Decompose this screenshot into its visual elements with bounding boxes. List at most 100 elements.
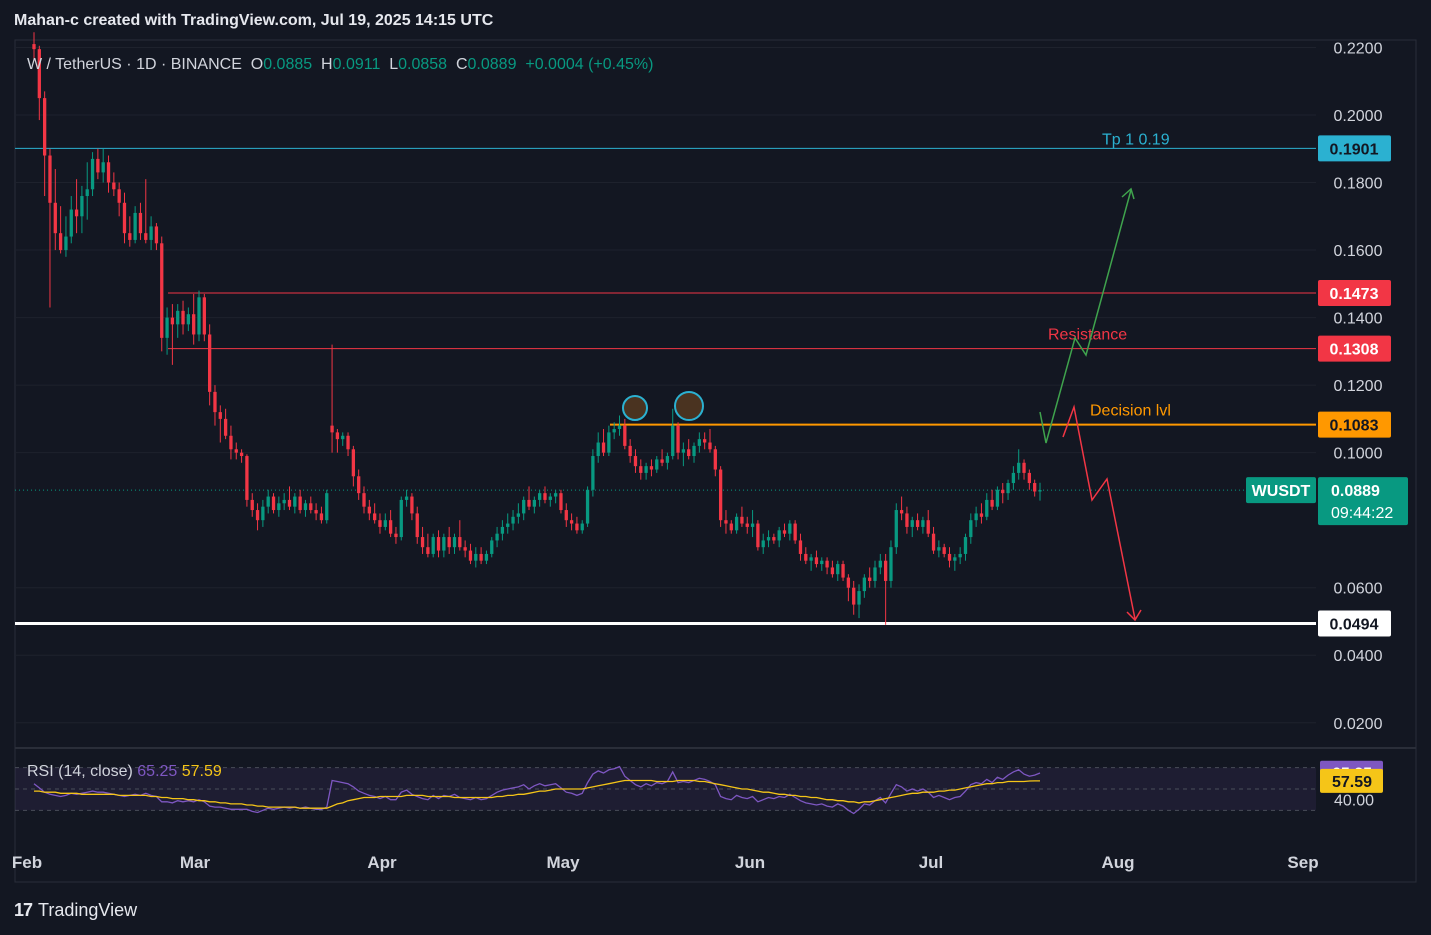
grid — [15, 46, 1316, 724]
candle — [223, 408, 228, 440]
candle-body — [841, 564, 845, 578]
candle-body — [708, 442, 712, 450]
candle-body — [309, 503, 313, 511]
candle-body — [431, 537, 435, 554]
candle-body — [362, 493, 366, 507]
candle — [575, 516, 579, 534]
candle-body — [985, 499, 989, 517]
candle-body — [830, 567, 835, 575]
candle — [112, 172, 116, 197]
footer: 17 TradingView — [14, 897, 137, 923]
candle — [995, 486, 1000, 511]
decision-tag: 0.1083 — [1330, 418, 1379, 435]
candle — [607, 425, 611, 457]
candle — [144, 179, 148, 244]
candle — [511, 510, 515, 531]
price-axis[interactable]: 0.2200 0.2000 0.1800 0.1600 0.1400 0.1200 0.10… — [1246, 40, 1408, 810]
candle — [585, 486, 590, 527]
legend-part: 0.0858 — [398, 56, 456, 73]
candle-body — [447, 537, 451, 548]
candle-body — [37, 49, 41, 99]
candle-body — [484, 553, 489, 561]
candle — [596, 432, 600, 463]
time-axis[interactable]: Feb Mar Apr May Jun Jul Aug Sep — [12, 853, 1319, 872]
candle-body — [617, 425, 622, 430]
resistance-top-tag-bg — [1318, 279, 1391, 306]
candle-body — [649, 466, 654, 470]
bullish-arrowhead — [1121, 187, 1135, 200]
candle — [841, 560, 845, 581]
candle — [458, 520, 462, 551]
candle — [490, 537, 494, 558]
candle-body — [681, 449, 686, 453]
candle — [160, 236, 164, 352]
candle — [846, 574, 851, 602]
candle — [1006, 479, 1010, 500]
candle — [649, 459, 654, 477]
resistance-note: Resistance — [1048, 327, 1127, 344]
candle-body — [287, 499, 292, 507]
candle-body — [745, 523, 749, 527]
candle — [947, 547, 952, 568]
time-tick-sep: Sep — [1287, 853, 1318, 872]
candle-body — [868, 577, 872, 581]
candle-body — [548, 496, 552, 500]
candle-body — [644, 466, 648, 473]
candle-body — [974, 513, 978, 521]
rsi-ma-tag: 57.59 — [1332, 774, 1372, 791]
candle-body — [1006, 483, 1010, 494]
candle — [905, 506, 909, 534]
candle — [287, 486, 292, 511]
bearish-path — [1062, 404, 1136, 620]
candle — [245, 454, 249, 507]
candle — [388, 510, 393, 538]
candle-body — [894, 510, 898, 548]
candle — [532, 496, 536, 514]
candle — [85, 162, 89, 220]
candle — [367, 499, 371, 521]
rsi-legend: RSI (14, close) 65.25 57.59 — [27, 763, 222, 780]
candle-body — [639, 466, 643, 473]
candle-body — [633, 456, 638, 467]
candle — [351, 445, 356, 487]
candle — [878, 553, 882, 575]
last-price-bg — [1318, 477, 1408, 526]
candle — [309, 496, 313, 514]
legend-part: W / TetherUS · 1D · BINANCE — [27, 56, 251, 73]
candle — [665, 452, 670, 470]
candle-body — [415, 513, 419, 538]
candle-body — [239, 452, 244, 457]
candle — [255, 503, 260, 531]
drawings[interactable] — [622, 187, 1142, 622]
rsi-tick: 40.00 — [1334, 793, 1374, 810]
time-tick-apr: Apr — [367, 853, 397, 872]
candle — [1011, 466, 1016, 490]
candle-body — [963, 537, 968, 554]
candle — [170, 304, 175, 365]
candle — [74, 179, 79, 234]
candle — [660, 449, 664, 467]
candle-body — [798, 540, 803, 554]
candle — [186, 307, 191, 332]
decision-tag-bg — [1318, 411, 1391, 438]
rsi-pane[interactable]: RSI (14, close) 65.25 57.59 — [15, 747, 1416, 815]
candle — [122, 192, 127, 244]
candle-body — [1033, 483, 1037, 492]
candle — [692, 442, 696, 463]
candle-body — [383, 520, 387, 527]
candle — [128, 216, 132, 247]
candle — [138, 202, 143, 240]
candle — [724, 510, 728, 534]
candle-body — [697, 439, 701, 446]
price-tick: 0.0600 — [1334, 581, 1383, 598]
candle-body — [660, 459, 664, 463]
candle — [314, 503, 318, 521]
candle-body — [564, 510, 568, 521]
candle — [415, 506, 419, 544]
candle-body — [585, 489, 590, 524]
time-tick-aug: Aug — [1101, 853, 1134, 872]
candle — [569, 513, 574, 531]
candle-body — [852, 587, 856, 605]
candle-body — [910, 520, 914, 527]
